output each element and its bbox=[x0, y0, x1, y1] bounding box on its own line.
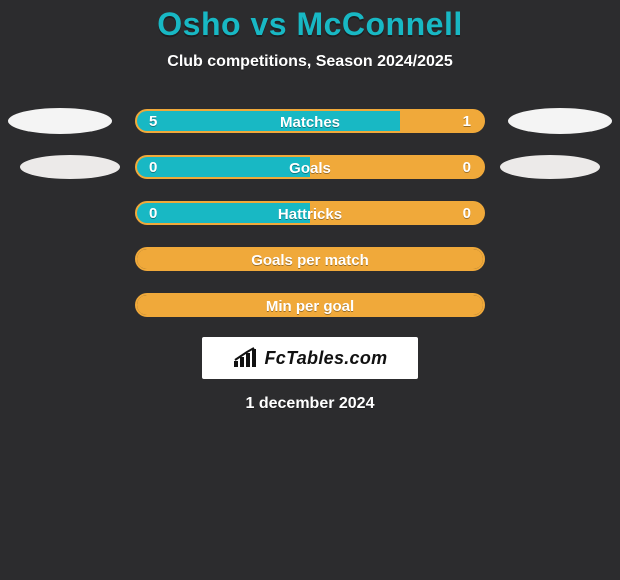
title-sep: vs bbox=[250, 6, 287, 42]
stat-row: 00Hattricks bbox=[0, 201, 620, 225]
bars-chart-icon bbox=[233, 347, 259, 369]
decoration-ellipse bbox=[8, 108, 112, 134]
stat-row: Min per goal bbox=[0, 293, 620, 317]
stat-row: 00Goals bbox=[0, 155, 620, 179]
stat-left-value: 0 bbox=[137, 159, 169, 176]
stat-bar: Min per goal bbox=[135, 293, 485, 317]
stat-bar-left: 0 bbox=[137, 203, 310, 223]
stat-bar-right bbox=[137, 295, 483, 315]
stat-bar: 00Hattricks bbox=[135, 201, 485, 225]
brand-text: FcTables.com bbox=[265, 348, 388, 369]
date-text: 1 december 2024 bbox=[0, 395, 620, 413]
stat-bar: 00Goals bbox=[135, 155, 485, 179]
stat-row: Goals per match bbox=[0, 247, 620, 271]
page-title: Osho vs McConnell bbox=[0, 0, 620, 43]
stat-bar-left: 0 bbox=[137, 157, 310, 177]
stat-right-value: 0 bbox=[451, 159, 483, 176]
title-left: Osho bbox=[157, 6, 241, 42]
stat-left-value: 5 bbox=[137, 113, 169, 130]
stat-bar-right: 1 bbox=[400, 111, 483, 131]
stat-left-value: 0 bbox=[137, 205, 169, 222]
stat-bar: Goals per match bbox=[135, 247, 485, 271]
stat-rows: 51Matches00Goals00HattricksGoals per mat… bbox=[0, 109, 620, 317]
subtitle: Club competitions, Season 2024/2025 bbox=[0, 53, 620, 71]
decoration-ellipse bbox=[500, 155, 600, 179]
stat-bar-right bbox=[137, 249, 483, 269]
decoration-ellipse bbox=[508, 108, 612, 134]
stat-right-value: 0 bbox=[451, 205, 483, 222]
stat-right-value: 1 bbox=[451, 113, 483, 130]
decoration-ellipse bbox=[20, 155, 120, 179]
stat-bar-right: 0 bbox=[310, 157, 483, 177]
brand-box: FcTables.com bbox=[202, 337, 418, 379]
title-right: McConnell bbox=[296, 6, 462, 42]
stat-row: 51Matches bbox=[0, 109, 620, 133]
stat-bar-left: 5 bbox=[137, 111, 400, 131]
stat-bar-right: 0 bbox=[310, 203, 483, 223]
stat-bar: 51Matches bbox=[135, 109, 485, 133]
